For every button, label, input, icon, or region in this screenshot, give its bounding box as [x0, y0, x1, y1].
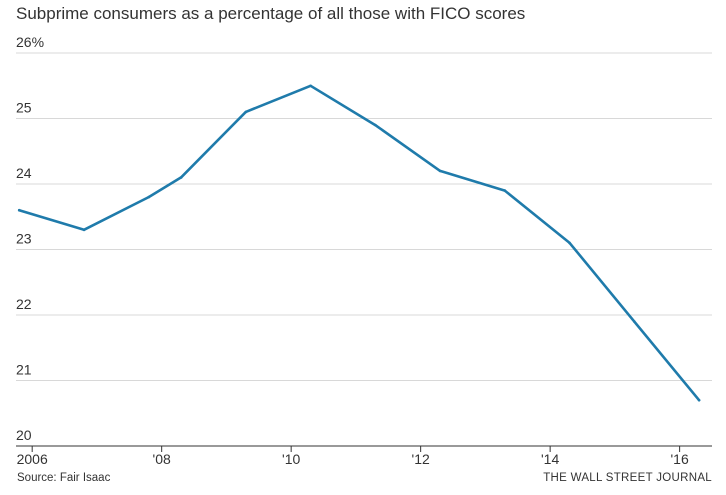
- x-tick-label: '14: [541, 451, 559, 467]
- data-point: [17, 208, 21, 212]
- data-point: [568, 241, 571, 245]
- gridlines: [16, 52, 712, 447]
- data-point: [147, 195, 151, 199]
- data-point: [309, 84, 312, 88]
- x-tick-label: 2006: [17, 451, 48, 467]
- data-point: [503, 189, 507, 192]
- y-tick-label: 22: [16, 296, 32, 312]
- x-tick-label: '12: [412, 451, 430, 467]
- series-layer: [17, 84, 701, 402]
- data-point: [438, 169, 442, 173]
- y-tick-label: 23: [16, 231, 32, 247]
- data-point: [244, 110, 248, 114]
- data-point: [179, 176, 183, 179]
- y-tick-label: 20: [16, 427, 32, 443]
- y-tick-label: 24: [16, 165, 32, 181]
- source-note: Source: Fair Isaac: [17, 472, 111, 484]
- y-tick-label: 21: [16, 362, 32, 378]
- y-tick-label: 25: [16, 100, 32, 116]
- x-axis-ticks: 2006 '08 '10 '12 '14 '16: [17, 446, 689, 467]
- x-tick-label: '08: [153, 451, 171, 467]
- y-axis-ticks: 26% 25 24 23 22 21 20: [16, 34, 44, 443]
- data-point: [82, 228, 86, 232]
- series-line: [17, 84, 701, 402]
- data-point: [697, 398, 701, 402]
- data-point: [633, 320, 636, 323]
- x-tick-label: '16: [671, 451, 689, 467]
- data-point: [374, 123, 377, 127]
- y-tick-label: 26%: [16, 34, 44, 50]
- publisher-credit: THE WALL STREET JOURNAL: [543, 472, 712, 484]
- x-tick-label: '10: [282, 451, 300, 467]
- chart-title: Subprime consumers as a percentage of al…: [16, 4, 526, 23]
